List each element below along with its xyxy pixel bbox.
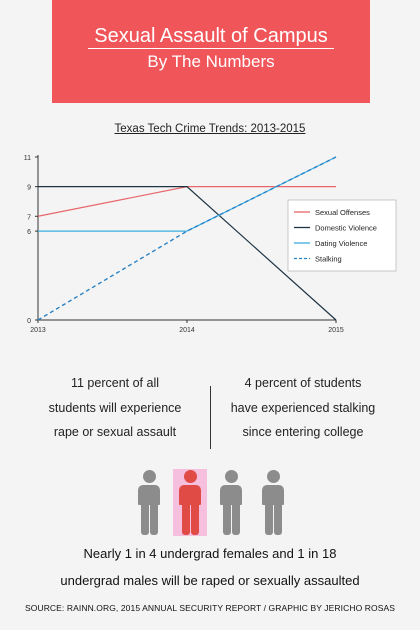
- y-tick-label: 11: [24, 155, 31, 162]
- x-tick-label: 2014: [179, 327, 195, 334]
- y-tick-label: 0: [27, 318, 31, 325]
- chart-title: Texas Tech Crime Trends: 2013-2015: [114, 123, 306, 135]
- y-tick-label: 9: [27, 185, 31, 192]
- line-chart: 0 6 7 9 11 2013 2014 2015 Sexual Offenses Domesti…: [24, 155, 397, 334]
- summary-line-1: Nearly 1 in 4 undergrad females and 1 in…: [83, 546, 337, 561]
- stat-right-line-2: have experienced stalking: [230, 400, 376, 415]
- stat-right: 4 percent of students have experienced s…: [218, 371, 388, 445]
- person-icon: [134, 470, 164, 536]
- stat-left-line-3: rape or sexual assault: [53, 425, 177, 439]
- stat-divider: [210, 386, 211, 449]
- banner-subtitle: By The Numbers: [147, 52, 275, 71]
- banner-title: Sexual Assault of Campus: [94, 25, 328, 47]
- x-tick-label: 2013: [30, 327, 46, 334]
- legend-label: Sexual Offenses: [315, 208, 370, 217]
- stat-left: 11 percent of all students will experien…: [30, 371, 200, 445]
- series-line-stalking: [37, 156, 337, 321]
- legend-box: [287, 199, 397, 272]
- summary-line-2: undergrad males will be raped or sexuall…: [60, 573, 360, 588]
- x-tick-label: 2015: [328, 327, 344, 334]
- banner-underline: [88, 48, 334, 49]
- stat-left-line-1: 11 percent of all: [70, 376, 160, 390]
- legend-label: Stalking: [315, 255, 342, 264]
- stat-right-line-3: since entering college: [242, 425, 364, 439]
- person-icon: [216, 470, 246, 536]
- legend-label: Dating Violence: [315, 239, 367, 248]
- y-tick-label: 6: [27, 229, 31, 236]
- stat-right-line-1: 4 percent of students: [244, 376, 362, 390]
- person-highlighted-icon: [175, 470, 205, 536]
- y-tick-label: 7: [27, 214, 31, 221]
- stat-left-line-2: students will experience: [48, 400, 182, 415]
- legend-label: Domestic Violence: [315, 224, 377, 233]
- summary-text: Nearly 1 in 4 undergrad females and 1 in…: [0, 540, 420, 594]
- source-credit: SOURCE: RAINN.ORG, 2015 ANNUAL SECURITY …: [24, 603, 396, 613]
- title-banner: Sexual Assault of Campus By The Numbers: [52, 0, 370, 103]
- person-icon: [258, 470, 288, 536]
